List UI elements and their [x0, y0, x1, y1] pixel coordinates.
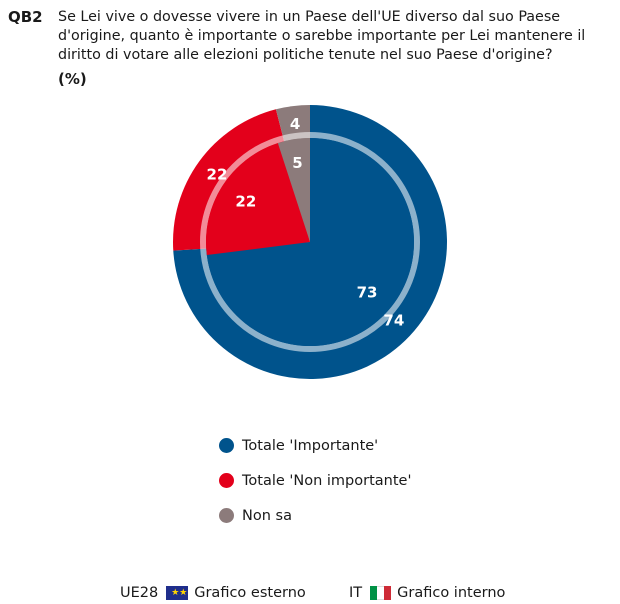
inner-label-not-important: 22 — [235, 192, 256, 210]
inner-label-important: 73 — [357, 283, 378, 301]
legend-label: Non sa — [242, 507, 292, 524]
legend-item-dont-know: Non sa — [219, 498, 411, 533]
legend-item-important: Totale 'Importante' — [219, 428, 411, 463]
legend-dot-icon — [219, 438, 234, 453]
outer-label-dont-know: 4 — [290, 115, 300, 133]
eu-flag-icon: ★★ — [166, 586, 189, 600]
slice-labels: 74 22 4 73 22 5 — [207, 115, 405, 330]
outer-chart-label: Grafico esterno — [194, 585, 306, 601]
inner-label-dont-know: 5 — [292, 154, 302, 172]
legend-dot-icon — [219, 508, 234, 523]
legend-label: Totale 'Non importante' — [242, 472, 412, 489]
question-text: Se Lei vive o dovesse vivere in un Paese… — [58, 9, 586, 63]
legend-dot-icon — [219, 473, 234, 488]
inner-slice-dont-know — [277, 138, 310, 242]
inner-slice-not-important — [205, 143, 310, 256]
legend-item-not-important: Totale 'Non importante' — [219, 463, 411, 498]
outer-label-important: 74 — [383, 312, 404, 330]
footer-inner-key: IT Grafico interno — [349, 585, 505, 601]
italy-flag-icon — [370, 586, 392, 600]
legend-label: Totale 'Importante' — [242, 437, 379, 454]
chart-legend: Totale 'Importante' Totale 'Non importan… — [219, 428, 411, 533]
inner-region-label: IT — [349, 585, 363, 601]
outer-label-not-important: 22 — [207, 165, 228, 183]
unit-label: (%) — [58, 70, 87, 88]
footer-outer-key: UE28 ★★ Grafico esterno — [120, 585, 306, 601]
outer-region-label: UE28 — [120, 585, 159, 601]
inner-chart-label: Grafico interno — [397, 585, 506, 601]
inner-slice-important — [206, 138, 414, 346]
inner-pie — [205, 138, 414, 346]
pie-separator-ring — [200, 132, 420, 352]
question-code: QB2 — [8, 8, 43, 26]
double-pie-chart: 74 22 4 73 22 5 — [173, 105, 448, 380]
